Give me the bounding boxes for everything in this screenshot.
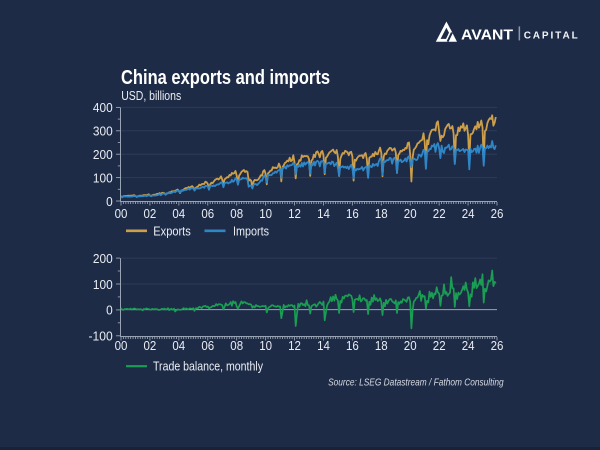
svg-text:24: 24 [462,206,475,221]
svg-text:18: 18 [375,338,388,353]
svg-text:08: 08 [230,206,243,221]
svg-text:China exports and imports: China exports and imports [121,67,330,89]
svg-text:26: 26 [491,338,504,353]
svg-text:Source: LSEG Datastream / Fath: Source: LSEG Datastream / Fathom Consult… [328,376,504,388]
svg-text:02: 02 [144,206,157,221]
svg-text:100: 100 [93,170,113,185]
svg-text:00: 00 [115,206,128,221]
svg-text:24: 24 [462,338,475,353]
svg-text:02: 02 [144,338,157,353]
svg-text:18: 18 [375,206,388,221]
svg-text:100: 100 [93,277,113,292]
svg-text:300: 300 [93,124,113,139]
svg-text:22: 22 [433,338,446,353]
svg-text:0: 0 [106,303,113,318]
svg-text:14: 14 [317,338,330,353]
svg-text:Trade balance, monthly: Trade balance, monthly [153,359,264,373]
svg-text:Exports: Exports [153,224,191,238]
svg-text:20: 20 [404,206,417,221]
svg-text:Imports: Imports [233,224,269,238]
svg-text:06: 06 [201,338,214,353]
svg-text:10: 10 [259,206,272,221]
svg-text:12: 12 [288,206,301,221]
svg-text:16: 16 [346,338,359,353]
svg-text:10: 10 [259,338,272,353]
svg-text:04: 04 [172,338,185,353]
svg-text:22: 22 [433,206,446,221]
svg-text:-100: -100 [89,329,113,344]
svg-text:200: 200 [93,147,113,162]
svg-text:CAPITAL: CAPITAL [524,30,580,41]
svg-text:200: 200 [93,251,113,266]
svg-text:16: 16 [346,206,359,221]
svg-text:00: 00 [115,338,128,353]
svg-text:0: 0 [106,194,113,209]
svg-text:12: 12 [288,338,301,353]
svg-text:04: 04 [172,206,185,221]
svg-text:26: 26 [491,206,504,221]
svg-text:08: 08 [230,338,243,353]
svg-text:USD, billions: USD, billions [121,89,181,103]
svg-text:20: 20 [404,338,417,353]
svg-text:14: 14 [317,206,330,221]
svg-text:06: 06 [201,206,214,221]
svg-text:AVANT: AVANT [461,26,513,43]
svg-text:400: 400 [93,100,113,115]
